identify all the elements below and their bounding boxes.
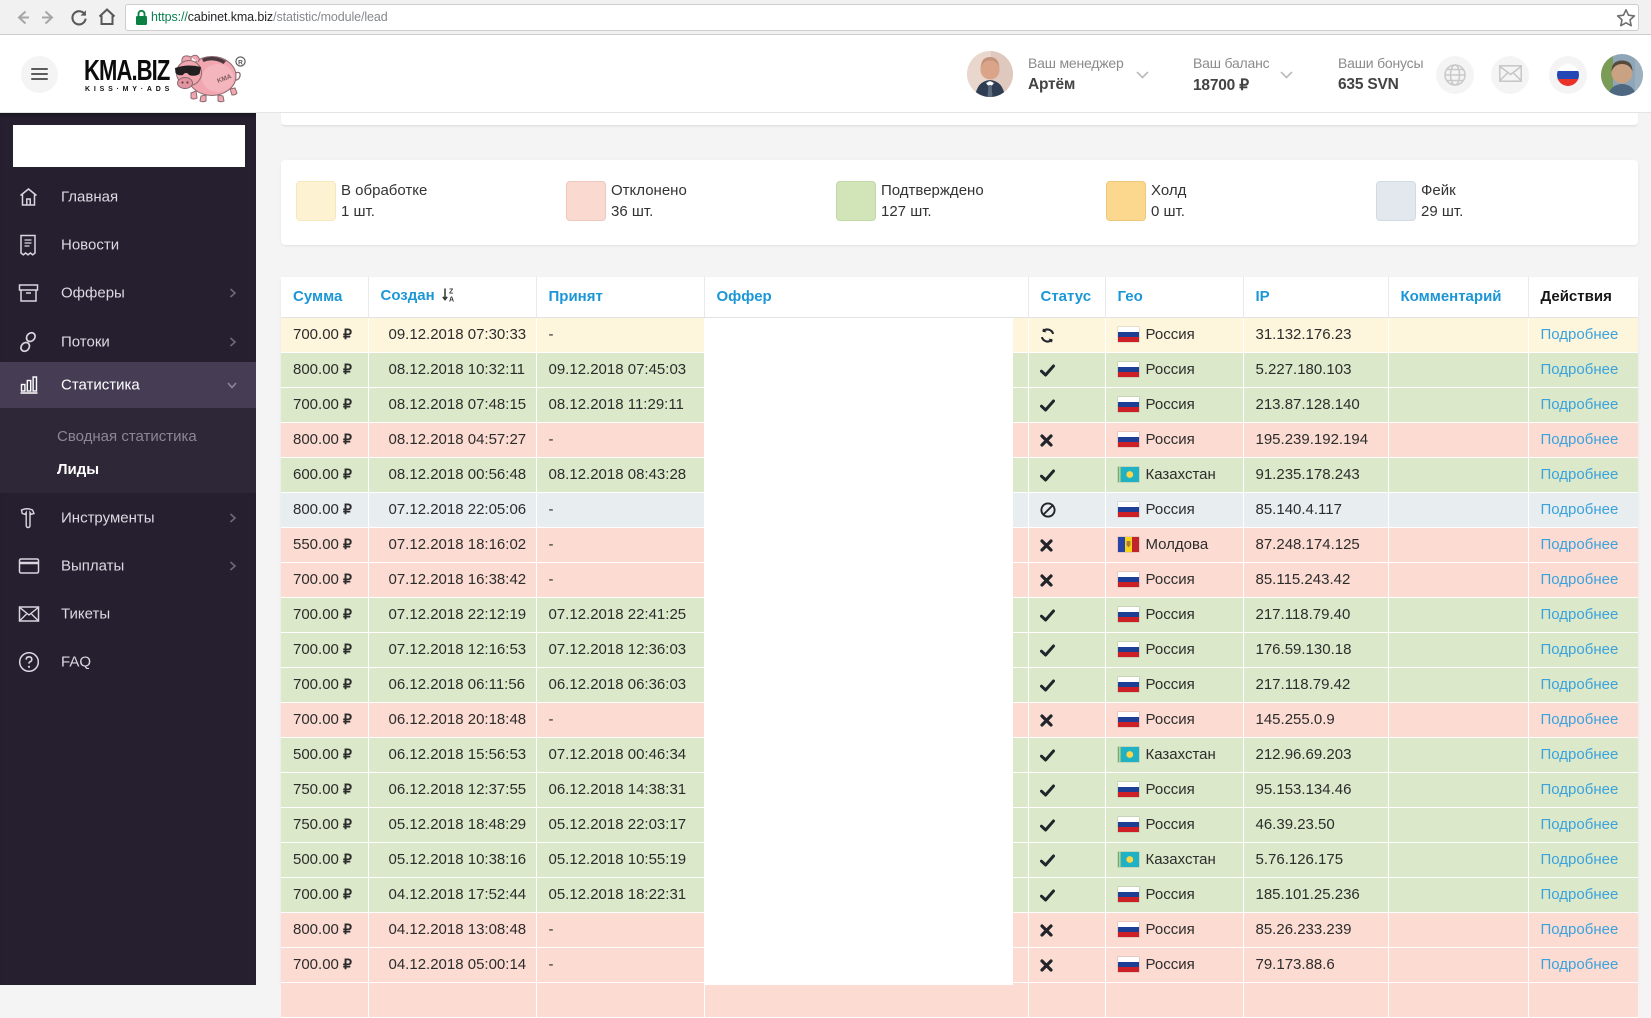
svg-text:KMA: KMA (216, 73, 233, 85)
svg-text:Z: Z (449, 289, 454, 296)
svg-text:A: A (449, 297, 454, 303)
svg-text:R: R (238, 59, 243, 66)
